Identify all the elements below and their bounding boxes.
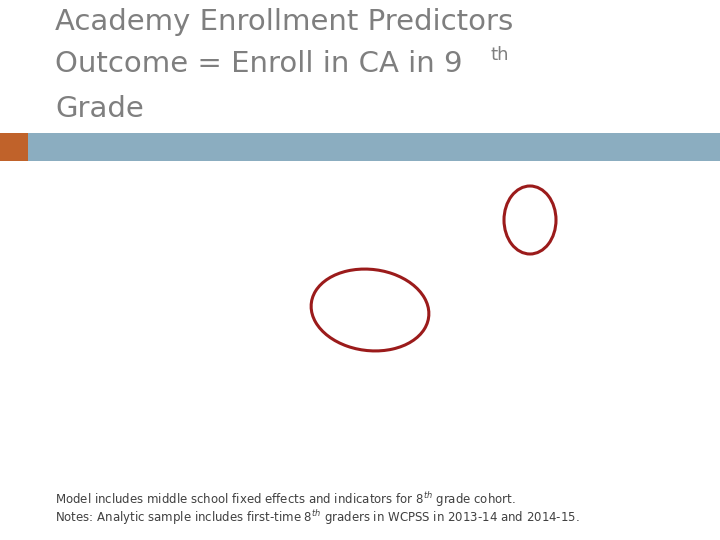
Text: Academy Enrollment Predictors: Academy Enrollment Predictors: [55, 8, 513, 36]
Text: Model includes middle school fixed effects and indicators for 8$^{th}$ grade coh: Model includes middle school fixed effec…: [55, 490, 516, 509]
Text: Grade: Grade: [55, 95, 144, 123]
Text: Outcome = Enroll in CA in 9: Outcome = Enroll in CA in 9: [55, 50, 462, 78]
Text: th: th: [490, 46, 509, 64]
Text: Notes: Analytic sample includes first-time 8$^{th}$ graders in WCPSS in 2013-14 : Notes: Analytic sample includes first-ti…: [55, 508, 580, 527]
